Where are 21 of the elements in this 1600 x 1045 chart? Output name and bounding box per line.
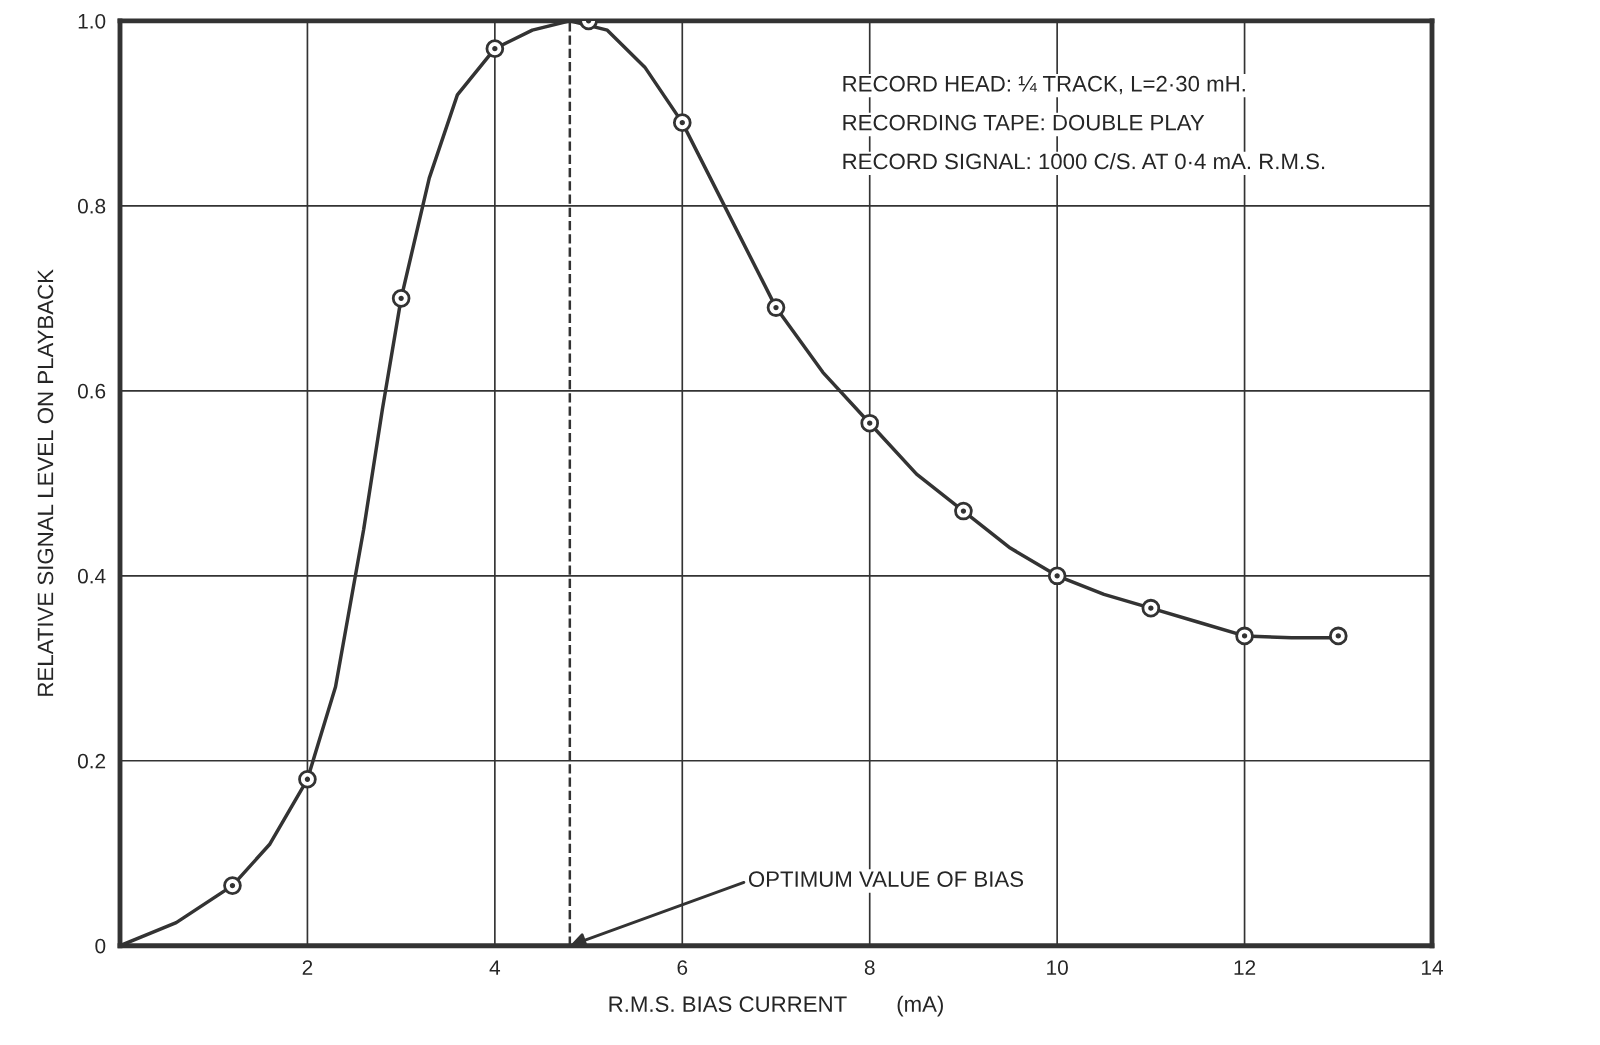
x-tick-label: 2 (302, 960, 313, 975)
annotation: RECORD SIGNAL: 1000 C/S. AT 0·4 mA. R.M.S. (843, 152, 1325, 170)
x-tick-label: 6 (677, 960, 688, 975)
y-axis-title: RELATIVE SIGNAL LEVEL ON PLAYBACK (37, 269, 54, 696)
x-tick-label: 4 (489, 960, 501, 975)
y-tick-label: 0.2 (77, 753, 106, 769)
y-tick-label: 0.6 (77, 383, 106, 399)
annotation: RECORD HEAD: ¼ TRACK, L=2·30 mH. (843, 75, 1245, 95)
point (1047, 566, 1067, 586)
x-tick-label: 14 (1422, 960, 1443, 975)
x-axis-title: R.M.S. BIAS CURRENT (mA) (609, 995, 943, 1017)
y-tick-label: 1.0 (78, 13, 106, 29)
y-tick-label: 0.4 (77, 568, 106, 584)
point (1141, 598, 1161, 618)
x-tick-label: 12 (1234, 960, 1256, 975)
y-tick-label: 0 (95, 938, 106, 954)
x-tick-label: 8 (864, 960, 875, 975)
annotation: RECORDING TAPE: DOUBLE PLAY (843, 114, 1205, 131)
y-tick-label: 0.8 (77, 198, 106, 214)
x-tick-label: 10 (1047, 960, 1068, 975)
annotation: OPTIMUM VALUE OF BIAS (748, 871, 1024, 887)
